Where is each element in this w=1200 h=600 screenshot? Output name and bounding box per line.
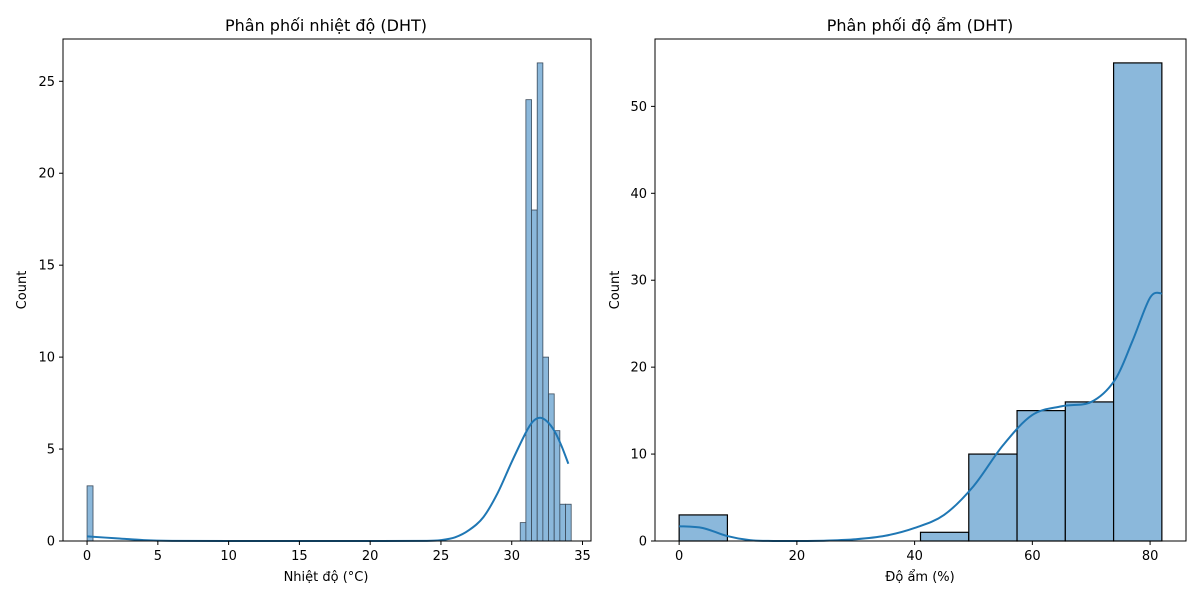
temperature-histogram-chart: Phân phối nhiệt độ (DHT) 0 5 10 15 20 25 30 35 … (15, 16, 592, 585)
chart-title: Phân phối độ ẩm (DHT) (827, 16, 1014, 35)
kde-curve-group (679, 291, 1163, 542)
y-tick-label: 20 (38, 167, 55, 182)
histogram-bar (548, 393, 555, 542)
x-tick-label: 15 (291, 549, 308, 564)
x-tick-label: 25 (433, 549, 450, 564)
y-tick-label: 20 (630, 361, 647, 376)
y-axis-ticks: 0 10 20 30 40 50 (630, 100, 655, 550)
humidity-histogram-chart: Phân phối độ ẩm (DHT) 0 20 40 60 80 0 10 20 30 4… (608, 16, 1187, 585)
x-axis-label: Nhiệt độ (°C) (284, 570, 369, 585)
histogram-bar (525, 99, 532, 542)
y-tick-label: 50 (630, 100, 647, 115)
plot-frame (62, 38, 592, 542)
histogram-bar (919, 531, 970, 542)
x-tick-label: 20 (362, 549, 379, 564)
y-tick-label: 0 (47, 535, 55, 550)
x-tick-label: 30 (503, 549, 520, 564)
x-tick-label: 0 (83, 549, 91, 564)
x-tick-label: 5 (154, 549, 162, 564)
histogram-bar (86, 485, 94, 542)
histogram-bar (559, 503, 566, 542)
x-tick-label: 40 (906, 549, 923, 564)
histogram-bar (968, 453, 1018, 542)
y-tick-label: 15 (38, 259, 55, 274)
histogram-bars (678, 62, 1163, 542)
histogram-bar (553, 430, 561, 542)
x-tick-label: 0 (675, 549, 683, 564)
histogram-bar (542, 356, 549, 542)
x-axis-ticks: 0 20 40 60 80 (675, 541, 1158, 564)
y-axis-label: Count (608, 271, 623, 310)
x-tick-label: 60 (1024, 549, 1041, 564)
y-tick-label: 0 (639, 535, 647, 550)
x-tick-label: 35 (574, 549, 591, 564)
y-tick-label: 5 (47, 443, 55, 458)
histogram-bars (86, 62, 572, 542)
kde-line (679, 291, 1163, 542)
histogram-bar (531, 209, 538, 542)
x-tick-label: 80 (1142, 549, 1159, 564)
y-tick-label: 40 (630, 187, 647, 202)
kde-curve-group (86, 416, 570, 543)
plot-frame (654, 38, 1187, 542)
y-tick-label: 10 (38, 351, 55, 366)
y-axis-label: Count (15, 271, 30, 310)
chart-title: Phân phối nhiệt độ (DHT) (225, 16, 427, 35)
histogram-bar (1064, 401, 1115, 542)
histogram-bar (519, 522, 527, 542)
y-tick-label: 10 (630, 448, 647, 463)
x-axis-label: Độ ẩm (%) (885, 570, 954, 585)
histogram-bar (536, 62, 544, 542)
histogram-bar (1016, 410, 1066, 542)
x-axis-ticks: 0 5 10 15 20 25 30 35 (83, 541, 591, 564)
histogram-bar (1112, 62, 1163, 542)
x-tick-label: 10 (220, 549, 237, 564)
x-tick-label: 20 (789, 549, 806, 564)
histogram-bar (565, 503, 572, 542)
kde-line (86, 416, 570, 543)
y-axis-ticks: 0 5 10 15 20 25 (38, 75, 63, 550)
y-tick-label: 25 (38, 75, 55, 90)
y-tick-label: 30 (630, 274, 647, 289)
